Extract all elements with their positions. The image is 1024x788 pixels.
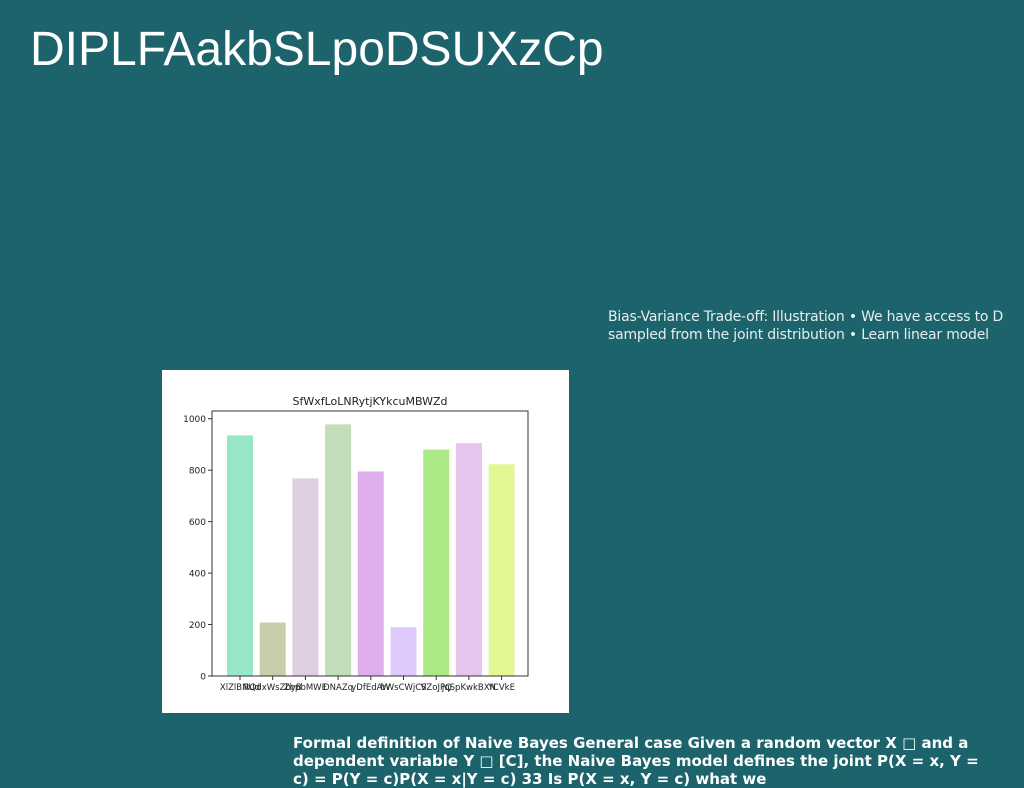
x-tick-label: DNAZq [323,683,353,693]
plot-frame [211,410,529,677]
x-tick-label: ZbpbMWE [284,683,327,693]
y-tick-label: 800 [189,467,206,477]
x-tick-label: bWsCWjCS [380,683,426,693]
x-tick-label: yDfEdAW [351,683,391,693]
y-tick-label: 0 [200,673,206,683]
x-tick-label: VZoJPQ [421,683,452,693]
bar [455,443,482,676]
bar [423,449,450,676]
x-tick-label: YCVkE [487,683,515,693]
body-text: Formal definition of Naive Bayes General… [293,734,979,788]
bar [357,471,384,676]
slide-title: DIPLFAakbSLpoDSUXzCp [30,23,604,76]
y-tick-label: 1000 [183,415,206,425]
chart-svg: SfWxfLoLNRytjKYkcuMBWZd 0 200 400 600 800 100… [183,395,529,693]
bar-chart: SfWxfLoLNRytjKYkcuMBWZd 0 200 400 600 800 100… [162,370,569,713]
x-tick-label: RQdxWsZbyB [244,683,302,693]
bar [259,622,286,676]
side-text: Bias-Variance Trade-off: Illustration • … [608,309,1004,343]
bar [390,627,417,676]
bar [292,478,319,676]
y-tick-label: 200 [189,621,206,631]
x-tick-label: jqSpKwkBXN [441,683,496,693]
bar [227,435,253,676]
bar [325,424,352,676]
chart-title: SfWxfLoLNRytjKYkcuMBWZd [292,395,447,408]
y-tick-label: 400 [189,570,206,580]
y-tick-label: 600 [189,518,206,528]
x-tick-label: XlZlBNUd [220,683,260,693]
bar [488,464,515,676]
